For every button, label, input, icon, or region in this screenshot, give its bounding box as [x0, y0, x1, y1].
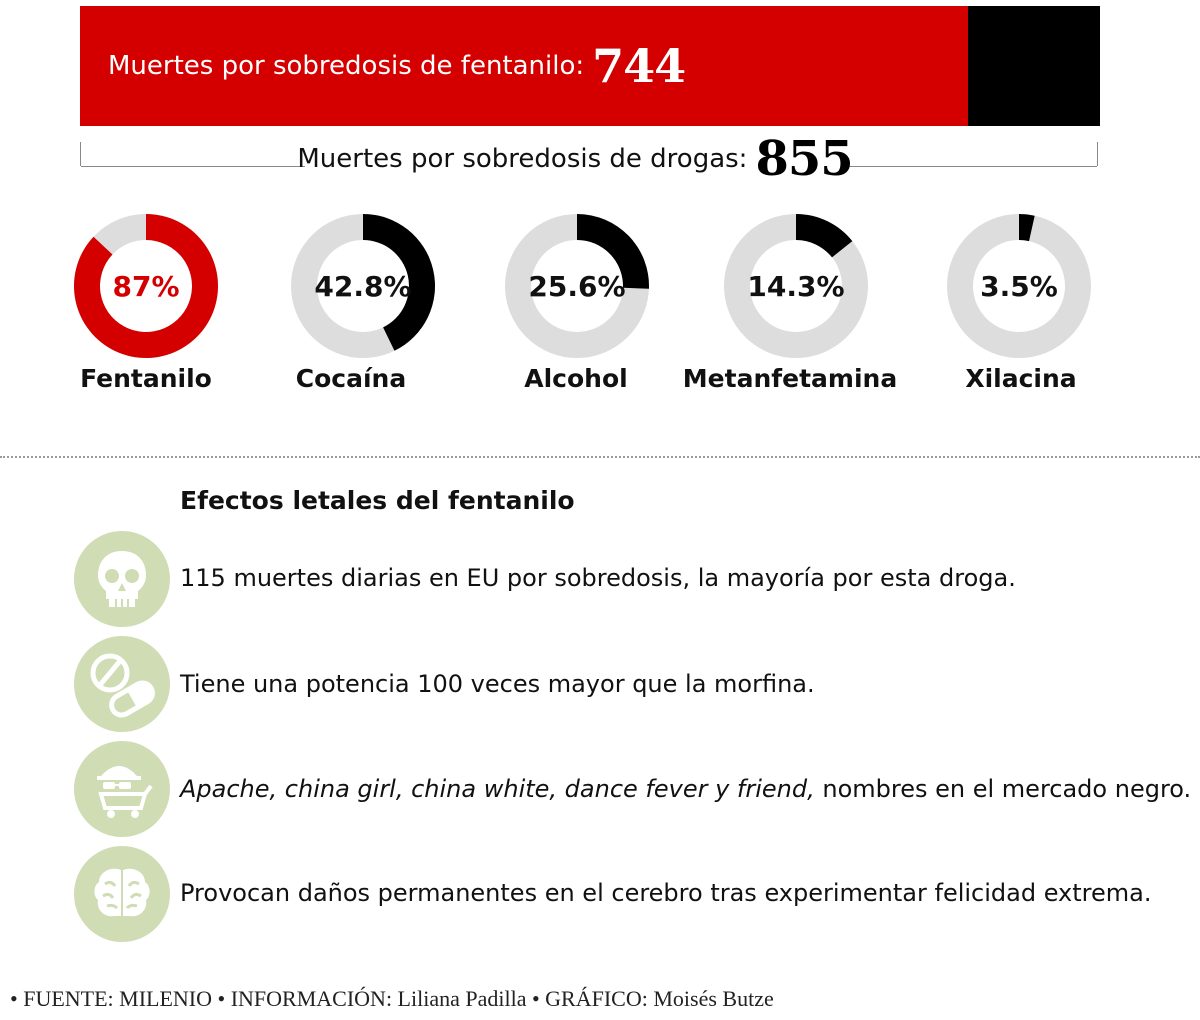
dealer-cart-icon [74, 741, 170, 837]
donut-value-label: 87% [112, 269, 180, 303]
section-divider [0, 456, 1200, 458]
total-deaths-text: Muertes por sobredosis de drogas: [297, 144, 748, 174]
donut-name-fentanilo: Fentanilo [80, 364, 212, 393]
fentanyl-deaths-value: 744 [592, 39, 686, 93]
effect-text-3: Apache, china girl, china white, dance f… [180, 775, 1191, 803]
total-deaths-label: Muertes por sobredosis de drogas: 855 [297, 131, 853, 187]
donut-metanfetamina: 14.3% [716, 206, 876, 366]
total-deaths-value: 855 [755, 131, 853, 187]
donut-slice-fentanilo [73, 214, 218, 358]
donut-name-metanfetamina: Metanfetamina [682, 364, 898, 393]
donut-value-label: 3.5% [980, 269, 1058, 303]
effect-text-3-italic: Apache, china girl, china white, dance f… [180, 775, 815, 803]
donut-xilacina: 3.5% [939, 206, 1099, 366]
donut-slice-xilacina [1019, 214, 1035, 242]
donut-alcohol: 25.6% [497, 206, 657, 366]
donut-value-label: 25.6% [528, 269, 626, 303]
effect-text-1: 115 muertes diarias en EU por sobredosis… [180, 564, 1016, 592]
total-bracket [80, 142, 1098, 166]
bar-segment-other [967, 6, 1100, 126]
donut-name-alcohol: Alcohol [524, 364, 628, 393]
donut-slice-metanfetamina [796, 214, 853, 258]
pills-icon [74, 636, 170, 732]
donut-slice-alcohol [577, 214, 649, 289]
donut-value-label: 14.3% [747, 269, 845, 303]
effect-text-2: Tiene una potencia 100 veces mayor que l… [180, 670, 815, 698]
bar-segment-fentanyl: Muertes por sobredosis de fentanilo: 744 [80, 6, 968, 126]
fentanyl-vs-total-bar: Muertes por sobredosis de fentanilo: 744 [80, 6, 1100, 126]
credits-footer: • FUENTE: MILENIO • INFORMACIÓN: Liliana… [10, 986, 774, 1011]
donut-value-label: 42.8% [314, 269, 412, 303]
fentanyl-deaths-label: Muertes por sobredosis de fentanilo: 744 [108, 6, 686, 126]
brain-icon [74, 846, 170, 942]
donut-cocaina: 42.8% [283, 206, 443, 366]
donut-name-xilacina: Xilacina [965, 364, 1077, 393]
effects-title: Efectos letales del fentanilo [180, 486, 575, 515]
donut-slice-cocaína [363, 214, 435, 351]
skull-icon [74, 531, 170, 627]
effect-text-4: Provocan daños permanentes en el cerebro… [180, 879, 1152, 907]
effect-text-3-rest: nombres en el mercado negro. [814, 775, 1192, 803]
donut-name-cocaina: Cocaína [295, 364, 407, 393]
donut-fentanilo: 87% [66, 206, 226, 366]
fentanyl-deaths-text: Muertes por sobredosis de fentanilo: [108, 51, 585, 81]
